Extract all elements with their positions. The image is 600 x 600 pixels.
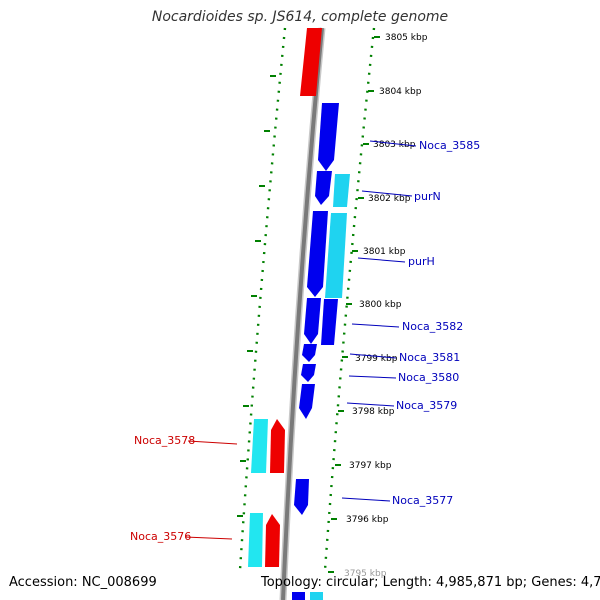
feature-next-forward-alt <box>310 592 323 600</box>
forward-leaders <box>341 140 417 502</box>
gene-label-noca-3582[interactable]: Noca_3582 <box>402 320 463 333</box>
reverse-gene-labels: Noca_3578 Noca_3576 <box>130 434 195 543</box>
tick-ring-left <box>238 27 287 571</box>
leader-noca-3580 <box>348 375 397 379</box>
tick-label: 3796 kbp <box>346 515 389 525</box>
accession-text: Accession: NC_008699 <box>9 575 157 590</box>
tick-label: 3799 kbp <box>355 354 398 364</box>
feature-noca-3579[interactable] <box>299 384 315 419</box>
feature-next-forward <box>292 592 305 600</box>
feature-purh-homolog[interactable] <box>325 213 347 298</box>
feature-purn-homolog[interactable] <box>333 174 350 207</box>
tick-label: 3800 kbp <box>359 300 402 310</box>
tick-label: 3805 kbp <box>385 33 428 43</box>
tick-label: 3798 kbp <box>352 407 395 417</box>
gene-label-noca-3585[interactable]: Noca_3585 <box>419 139 480 152</box>
feature-noca-3580[interactable] <box>301 364 316 382</box>
leader-purn <box>361 190 413 197</box>
forward-gene-labels: Noca_3585 purN purH Noca_3582 Noca_3581 … <box>392 139 480 507</box>
feature-noca-3577[interactable] <box>294 479 309 515</box>
feature-noca-3582[interactable] <box>304 298 321 344</box>
gene-label-noca-3577[interactable]: Noca_3577 <box>392 494 453 507</box>
tick-labels: 3805 kbp 3804 kbp 3803 kbp 3802 kbp 3801… <box>344 33 428 579</box>
gene-label-noca-3580[interactable]: Noca_3580 <box>398 371 459 384</box>
tick-ring-right <box>323 27 376 571</box>
leader-noca-3581 <box>349 353 397 359</box>
right-ring-ticks <box>328 36 380 573</box>
reverse-features <box>248 28 322 567</box>
leader-noca-3577 <box>341 497 391 502</box>
gene-label-noca-3579[interactable]: Noca_3579 <box>396 399 457 412</box>
feature-red-top[interactable] <box>300 28 322 96</box>
gene-label-noca-3581[interactable]: Noca_3581 <box>399 351 460 364</box>
leader-purh <box>357 257 406 263</box>
feature-noca-3576[interactable] <box>265 514 280 567</box>
tick-label: 3802 kbp <box>368 194 411 204</box>
forward-features <box>292 103 350 600</box>
genome-backbone <box>281 27 324 600</box>
leader-noca-3579 <box>346 402 395 407</box>
tick-label: 3801 kbp <box>363 247 406 257</box>
leader-noca-3582 <box>351 323 400 328</box>
feature-noca-3576-homolog[interactable] <box>248 513 263 567</box>
feature-noca-3582-homolog[interactable] <box>321 299 338 345</box>
feature-purn[interactable] <box>315 171 332 205</box>
feature-purh[interactable] <box>307 211 328 297</box>
tick-label: 3803 kbp <box>373 140 416 150</box>
reverse-leaders <box>184 440 238 540</box>
gene-label-purn[interactable]: purN <box>414 190 441 203</box>
feature-noca-3578[interactable] <box>270 419 285 473</box>
tick-label: 3795 kbp <box>344 569 387 579</box>
gene-label-noca-3578[interactable]: Noca_3578 <box>134 434 195 447</box>
feature-noca-3581[interactable] <box>302 344 317 362</box>
tick-label: 3804 kbp <box>379 87 422 97</box>
leader-noca-3576 <box>184 536 233 540</box>
leader-noca-3578 <box>187 440 238 445</box>
feature-noca-3585[interactable] <box>318 103 339 171</box>
feature-noca-3578-homolog[interactable] <box>251 419 268 473</box>
tick-label: 3797 kbp <box>349 461 392 471</box>
gene-label-noca-3576[interactable]: Noca_3576 <box>130 530 191 543</box>
left-ring-major-ticks <box>237 75 276 517</box>
topology-text: Topology: circular; Length: 4,985,871 bp… <box>261 575 600 590</box>
map-title: Nocardioides sp. JS614, complete genome <box>151 9 449 25</box>
leader-noca-3585 <box>369 140 417 147</box>
gene-label-purh[interactable]: purH <box>408 255 435 268</box>
